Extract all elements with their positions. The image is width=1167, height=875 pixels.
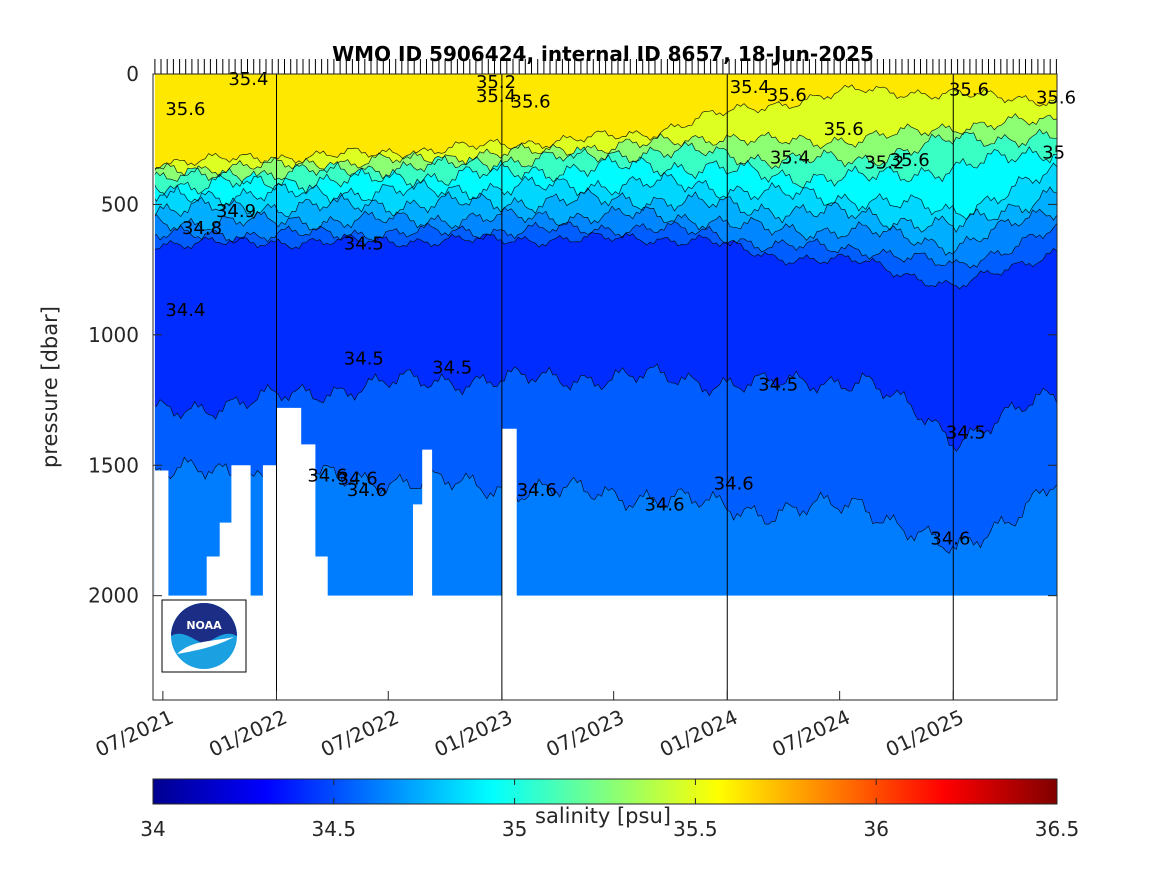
y-tick-label: 1500 [88,453,139,477]
salinity-bands [153,74,1057,596]
colorbar-gradient [152,778,1058,805]
salinity-band [153,74,1057,170]
contour-line [153,162,1057,221]
salinity-band [153,146,1057,220]
colorbar-tick-label: 36.5 [1035,817,1080,841]
x-tick-label: 01/2022 [205,705,290,762]
colorbar-tick-label: 35.5 [673,817,718,841]
contour-label: 34.5 [946,423,986,444]
contour-labels: 35.435.634.934.834.434.534.5 34.534.634.6… [165,69,1076,549]
profile-ticks [154,59,1057,74]
salinity-band [153,232,1057,452]
x-tick-label: 07/2023 [542,705,627,762]
colorbar-tick-label: 34 [140,817,165,841]
contour-line [153,146,1057,199]
contour-label: 34.5 [344,348,384,369]
contour-line [153,231,1057,290]
contour-label: 35.6 [511,91,551,112]
x-tick-label: 01/2025 [882,705,967,762]
contour-label: 35.4 [228,69,268,90]
salinity-band [153,364,1057,554]
no-data-left [153,74,155,700]
colorbar-ticks: 34 34.5 35 35.5 36 36.5 [140,779,1079,841]
contour-label: 35.2 [864,153,904,174]
salinity-band [153,221,1057,289]
salinity-band [153,163,1057,233]
contour-label: 34.8 [182,218,222,239]
colorbar-tick-label: 36 [863,817,888,841]
contour-line [153,221,1057,269]
contour-label: 34.5 [344,234,384,255]
no-data-region [154,407,1057,700]
y-tick-label: 1000 [88,323,139,347]
contour-label: 34.4 [165,300,205,321]
y-tick-label: 0 [126,62,139,86]
contour-label: 34.6 [714,474,754,495]
x-tick-label: 07/2022 [317,705,402,762]
contour-label: 34.5 [432,357,472,378]
x-axis: 07/2021 01/2022 07/2022 01/2023 07/2023 01/20… [92,691,967,762]
colorbar-tick-label: 35 [502,817,527,841]
contour-label: 35.6 [824,119,864,140]
contour-lines [153,84,1057,554]
contour-line [153,113,1057,178]
contour-label: 35.6 [890,150,930,171]
colorbar-tick-label: 34.5 [312,817,357,841]
contour-label: 35.6 [1036,87,1076,108]
no-data-mask [153,74,1057,700]
y-tick-label: 2000 [88,584,139,608]
contour-label: 35.6 [949,80,989,101]
contour-label: 35.4 [730,77,770,98]
contour-line [153,186,1057,233]
x-tick-label: 01/2024 [656,705,741,762]
contour-label: 35.4 [770,147,810,168]
contour-label: 35.4 [476,86,516,107]
salinity-band [153,206,1057,269]
colorbar: 34 34.5 35 35.5 36 36.5 salinity [psu] [140,778,1079,841]
contour-line [153,363,1057,452]
x-tick-label: 07/2024 [768,705,853,762]
salinity-band [153,113,1057,184]
colorbar-label: salinity [psu] [535,804,671,828]
contour-label: 35.2 [476,72,516,93]
contour-label: 34.6 [930,528,970,549]
plot-frame [152,73,1058,701]
noaa-logo-text: NOAA [186,619,222,632]
contour-label: 34.6 [307,466,347,487]
contour-label: 34.6 [338,468,378,489]
chart-title: WMO ID 5906424, internal ID 8657, 18-Jun… [332,42,874,66]
y-axis: 0 500 1000 1500 2000 [88,62,1057,608]
contour-label: 34.6 [645,494,685,515]
contour-label: 34.6 [347,480,387,501]
contour-label: 35.6 [767,85,807,106]
salinity-band [153,129,1057,198]
contour-label: 34.5 [758,374,798,395]
contour-line [153,205,1057,256]
x-tick-label: 01/2023 [431,705,516,762]
contour-label: 34.9 [216,201,256,222]
noaa-logo: NOAA [161,599,247,673]
contour-label: 35.6 [165,99,205,120]
contour-label: 34.6 [517,480,557,501]
y-axis-label: pressure [dbar] [38,306,62,468]
year-lines [275,74,954,700]
contour-line [153,128,1057,185]
x-tick-label: 07/2021 [92,705,177,762]
y-tick-label: 500 [101,192,139,216]
contour-label: 35 [1042,142,1065,163]
